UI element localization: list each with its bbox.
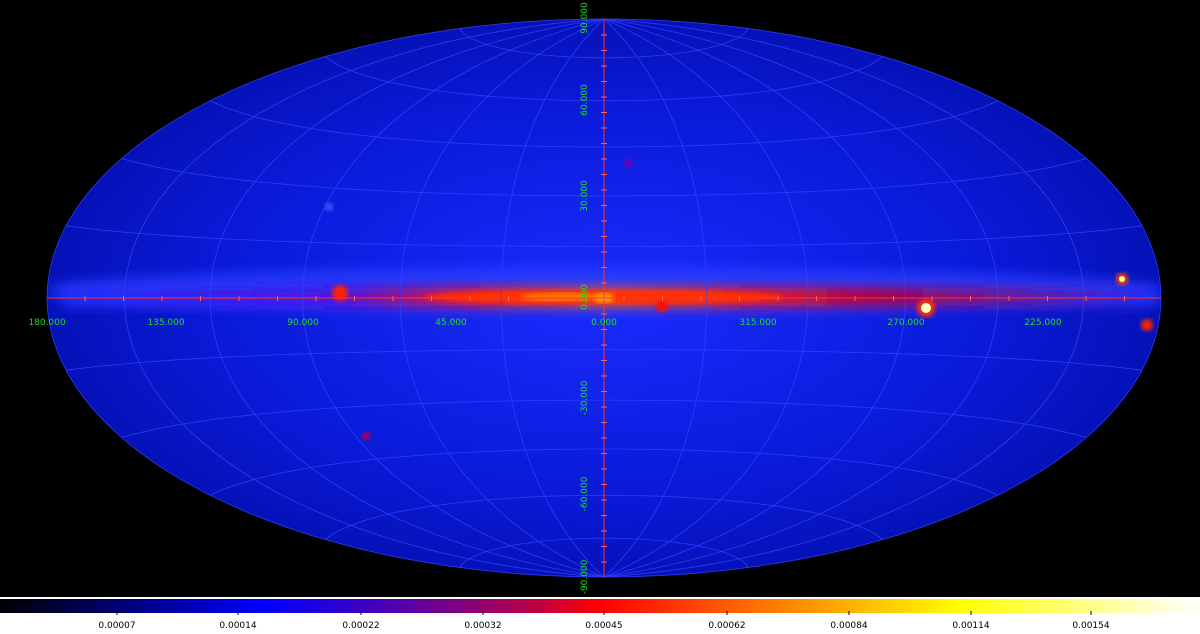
longitude-label: 225.000 bbox=[1024, 318, 1061, 328]
colorbar-label: 0.00084 bbox=[830, 621, 867, 631]
latitude-label: 90.000 bbox=[580, 2, 590, 34]
latitude-label: -30.000 bbox=[580, 380, 590, 415]
longitude-label: 0.000 bbox=[591, 318, 617, 328]
colorbar bbox=[0, 599, 1200, 613]
longitude-label: 90.000 bbox=[287, 318, 319, 328]
colorbar-label: 0.00014 bbox=[219, 621, 256, 631]
longitude-label: 315.000 bbox=[739, 318, 776, 328]
colorbar-label: 0.00032 bbox=[464, 621, 501, 631]
latitude-label: -90.000 bbox=[580, 559, 590, 594]
grid-labels: 180.000 135.000 90.000 45.000 0.000 315.000 27… bbox=[28, 2, 1061, 594]
longitude-label: 180.000 bbox=[28, 318, 65, 328]
colorbar-label: 0.00022 bbox=[342, 621, 379, 631]
latitude-label: 0.000 bbox=[580, 284, 590, 310]
latitude-label: 30.000 bbox=[580, 180, 590, 212]
colorbar-label: 0.00062 bbox=[708, 621, 745, 631]
latitude-label: 60.000 bbox=[580, 84, 590, 116]
latitude-label: -60.000 bbox=[580, 476, 590, 511]
colorbar-labels: 0.00007 0.00014 0.00022 0.00032 0.00045 0.000… bbox=[98, 611, 1110, 631]
colorbar-label: 0.00007 bbox=[98, 621, 135, 631]
colorbar-label: 0.00154 bbox=[1072, 621, 1109, 631]
longitude-label: 135.000 bbox=[147, 318, 184, 328]
colorbar-label: 0.00114 bbox=[952, 621, 989, 631]
longitude-label: 45.000 bbox=[435, 318, 467, 328]
longitude-label: 270.000 bbox=[887, 318, 924, 328]
colorbar-label: 0.00045 bbox=[585, 621, 622, 631]
axis-ticks bbox=[84, 34, 1125, 563]
